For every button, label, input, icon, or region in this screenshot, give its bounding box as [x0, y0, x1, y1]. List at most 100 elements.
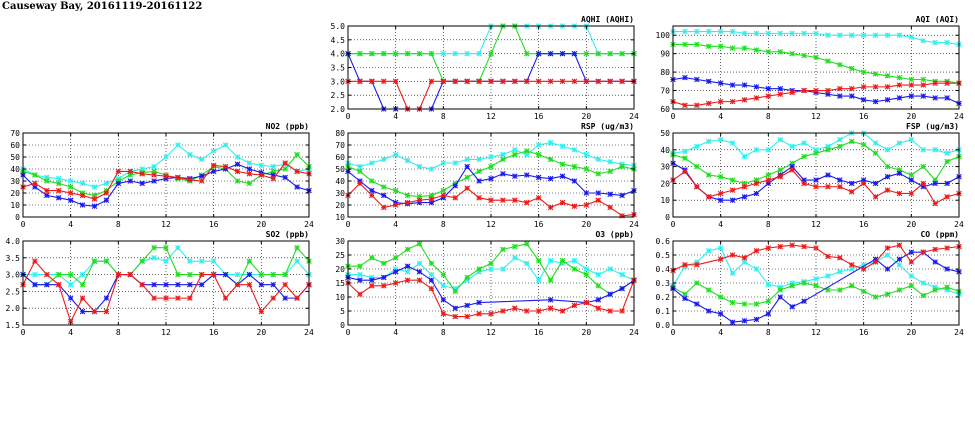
data-point: [175, 271, 181, 278]
x-tick-label: 12: [486, 220, 496, 229]
data-point: [428, 285, 435, 292]
data-point: [380, 184, 387, 190]
data-point: [559, 161, 566, 167]
y-tick-label: 5: [340, 307, 345, 316]
y-tick-label: 0.6: [656, 237, 671, 246]
data-point: [357, 277, 363, 283]
data-point: [187, 271, 193, 278]
data-point: [440, 187, 447, 194]
data-point: [258, 162, 265, 169]
data-point: [896, 82, 903, 88]
y-tick-label: 70: [660, 87, 670, 96]
chart-title: FSP (ug/m3): [906, 122, 959, 131]
data-point: [103, 308, 110, 315]
data-point: [729, 197, 736, 203]
data-point: [500, 308, 506, 314]
data-point: [619, 163, 625, 170]
data-point: [416, 197, 423, 203]
data-point: [872, 294, 879, 300]
data-point: [944, 194, 950, 200]
data-point: [908, 172, 915, 178]
data-point: [464, 302, 470, 309]
x-tick-label: 4: [393, 112, 398, 121]
data-point: [127, 271, 134, 278]
data-point: [234, 154, 241, 160]
y-tick-label: 20: [10, 189, 20, 198]
data-point: [694, 41, 700, 48]
data-point: [872, 71, 879, 77]
data-point: [488, 260, 494, 267]
data-point: [380, 156, 387, 163]
data-point: [523, 241, 530, 247]
data-point: [595, 50, 602, 57]
data-point: [607, 191, 613, 197]
data-point: [705, 43, 712, 50]
data-point: [694, 143, 700, 150]
data-point: [115, 180, 122, 187]
data-point: [908, 190, 915, 197]
chart-aqhi: 0 4 8 12 16 20 24 2.0 2.5 3.0 3.5 4.0 4.5 5.0 AQHI (AQ…: [331, 15, 639, 121]
data-point: [813, 245, 819, 251]
data-point: [452, 288, 459, 295]
data-point: [777, 294, 784, 300]
data-point: [67, 178, 74, 184]
y-tick-label: 4.0: [331, 50, 346, 59]
data-point: [163, 173, 169, 179]
data-point: [270, 175, 277, 182]
data-point: [571, 203, 578, 209]
data-point: [583, 190, 590, 196]
data-point: [789, 30, 795, 37]
data-point: [837, 136, 843, 143]
data-point: [452, 78, 459, 85]
series-red: [20, 258, 312, 325]
data-point: [765, 30, 772, 37]
data-point: [246, 281, 253, 288]
data-point: [115, 271, 122, 278]
data-point: [198, 271, 205, 278]
data-point: [67, 184, 74, 190]
data-point: [825, 253, 831, 260]
y-tick-label: 50: [660, 129, 670, 138]
data-point: [729, 270, 736, 276]
data-point: [547, 277, 554, 283]
x-tick-label: 12: [486, 112, 496, 121]
data-point: [187, 151, 193, 158]
data-point: [187, 295, 193, 301]
data-point: [476, 195, 482, 201]
data-point: [282, 174, 288, 181]
data-point: [369, 283, 375, 289]
data-point: [452, 183, 459, 189]
series-cyan: [345, 139, 637, 172]
data-point: [595, 297, 602, 303]
data-point: [357, 50, 363, 57]
data-point: [944, 39, 950, 46]
data-point: [920, 147, 927, 153]
data-point: [872, 259, 879, 265]
data-point: [163, 154, 169, 160]
data-point: [813, 177, 819, 183]
x-tick-label: 8: [116, 220, 121, 229]
data-point: [559, 143, 566, 149]
data-point: [753, 248, 760, 254]
data-point: [91, 184, 98, 190]
data-point: [139, 281, 145, 288]
data-point: [198, 156, 205, 163]
data-point: [198, 173, 205, 179]
data-point: [619, 271, 625, 278]
data-point: [753, 147, 760, 153]
data-point: [801, 140, 807, 146]
y-tick-label: 90: [660, 50, 670, 59]
data-point: [175, 244, 181, 251]
data-point: [825, 172, 831, 178]
data-point: [404, 263, 411, 269]
data-point: [163, 258, 169, 264]
data-point: [595, 283, 602, 289]
data-point: [860, 32, 867, 39]
data-point: [908, 82, 915, 88]
data-point: [765, 49, 772, 55]
data-point: [234, 168, 241, 175]
data-point: [103, 180, 110, 187]
data-point: [908, 273, 915, 279]
y-tick-label: 0: [665, 213, 670, 222]
data-point: [848, 180, 855, 187]
